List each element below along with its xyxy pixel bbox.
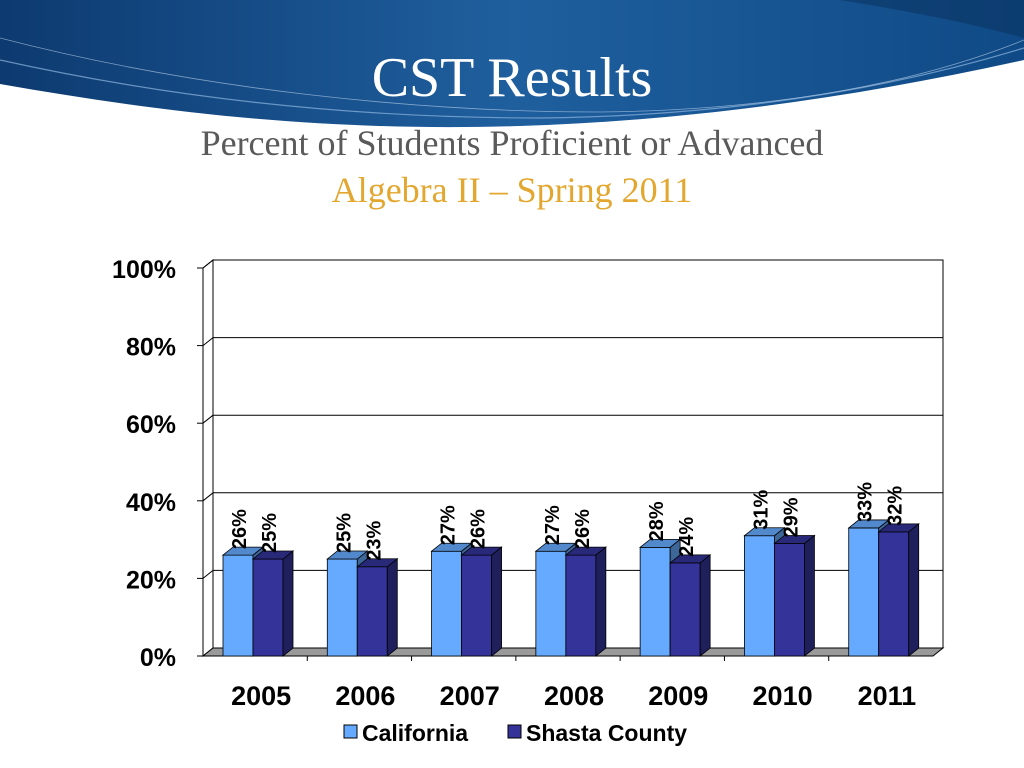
bar-top [669,554,712,564]
header-banner [0,0,1024,128]
data-label: 31% [750,489,772,529]
chart-side-wall [202,258,214,658]
y-tick-label: 80% [126,334,176,362]
gridline-side [202,337,214,346]
bar-shasta-county [878,531,910,657]
bar-shasta-county [252,558,284,657]
bar-side [595,546,607,657]
data-label: 33% [855,482,877,522]
data-label: 32% [885,486,907,526]
bar-california [535,550,567,657]
y-tick-label: 40% [126,489,176,517]
y-tick-label: 60% [126,411,176,439]
bar-top [847,519,890,529]
x-tick-label: 2010 [753,681,813,711]
bar-california [639,546,671,657]
bar-shasta-county [669,562,701,657]
bar-side [699,554,711,657]
data-label: 29% [780,497,802,537]
data-label: 26% [229,509,251,549]
data-label: 25% [259,513,281,553]
gridline-side [202,570,214,579]
slide-subtitle: Percent of Students Proficient or Advanc… [200,123,824,163]
bar-top [356,558,399,568]
y-tick-label: 100% [112,256,176,284]
legend-label: California [362,720,468,746]
bar-california [848,527,880,657]
data-label: 27% [542,505,564,545]
bar-top [460,546,503,556]
legend-swatch-california [343,724,358,739]
x-tick-label: 2006 [335,681,395,711]
slide-title: CST Results [371,47,653,109]
gridline-side [202,414,214,424]
bar-california [222,554,254,657]
legend-swatch-shasta-county [507,724,522,739]
bar-top [221,546,265,556]
bar-top [773,535,816,544]
bar-california [744,535,775,657]
data-label: 25% [333,513,355,553]
bar-shasta-county [565,554,597,657]
bar-top [251,550,295,560]
bar-california [326,558,358,657]
bar-top [639,538,682,548]
bar-side [908,523,920,657]
bar-top [743,527,786,537]
gridline-side [202,492,214,502]
bar-side [804,534,815,657]
data-label: 27% [438,505,460,545]
gridline-side [202,259,214,269]
y-tick-label: 20% [126,566,176,594]
x-tick-label: 2005 [231,681,291,711]
legend-label: Shasta County [526,720,687,746]
slide-subtitle-course: Algebra II – Spring 2011 [331,170,693,210]
x-tick-label: 2007 [440,681,500,711]
x-tick-label: 2009 [648,681,708,711]
bar-side [491,546,502,657]
bar-california [431,550,462,657]
x-tick-label: 2011 [858,681,917,711]
data-label: 26% [468,509,490,549]
x-tick-label: 2008 [544,681,604,711]
bar-top [326,550,369,560]
bar-side [386,557,398,657]
bar-shasta-county [774,543,805,657]
data-label: 28% [646,501,668,541]
y-tick-label: 0% [140,644,176,672]
bar-shasta-county [461,554,492,657]
data-label: 23% [363,521,385,561]
data-label: 26% [572,509,594,549]
bar-top [564,546,607,556]
bar-top [430,542,473,552]
bar-side [282,550,294,657]
data-label: 24% [676,517,698,557]
bar-shasta-county [356,566,388,657]
bar-top [534,542,577,552]
bar-top [877,523,920,533]
